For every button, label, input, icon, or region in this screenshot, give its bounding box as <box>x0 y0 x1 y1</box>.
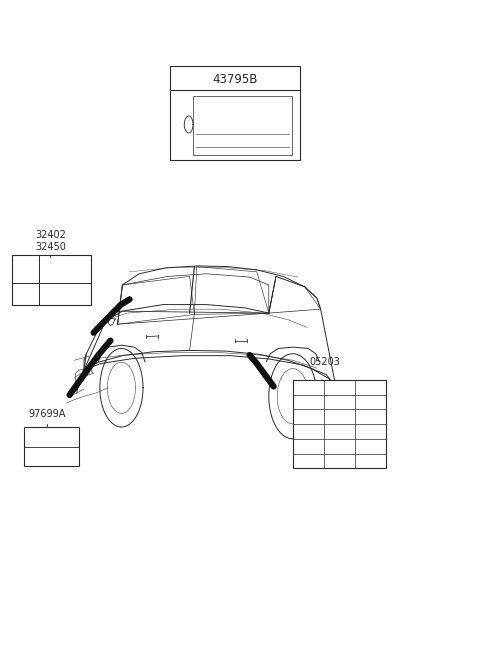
Bar <box>293 380 386 468</box>
Bar <box>12 255 91 305</box>
Bar <box>193 96 292 155</box>
Text: 05203: 05203 <box>310 357 340 367</box>
Text: 43795B: 43795B <box>213 73 258 86</box>
Text: 97699A: 97699A <box>28 409 66 419</box>
Bar <box>170 66 300 160</box>
Bar <box>24 427 79 466</box>
Text: 32402
32450: 32402 32450 <box>35 230 66 252</box>
